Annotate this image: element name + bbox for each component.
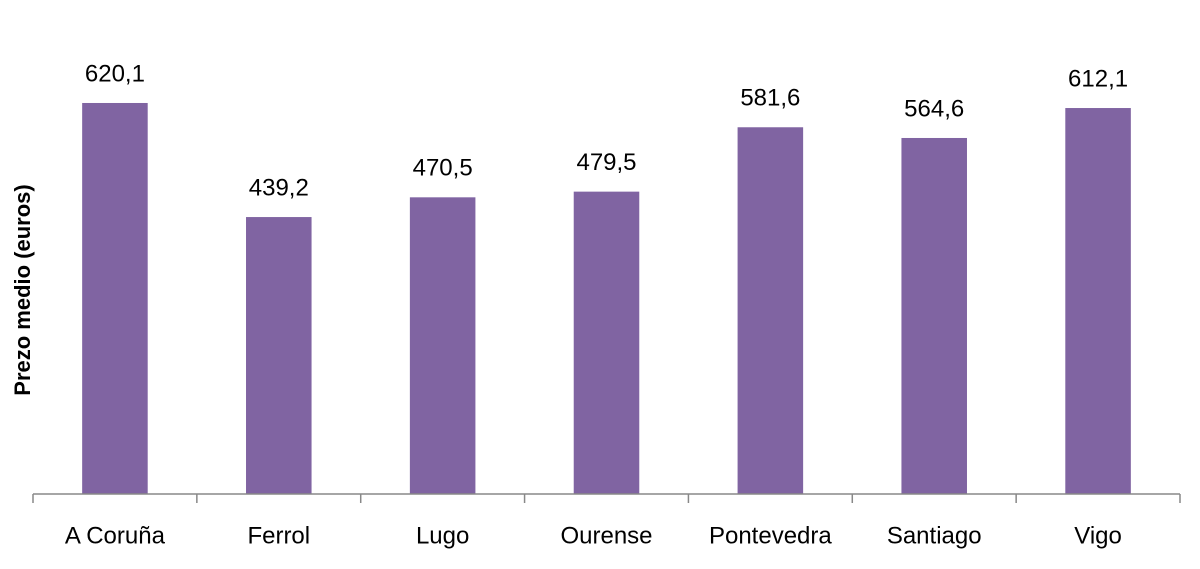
value-label: 612,1 xyxy=(1068,65,1128,92)
bar xyxy=(82,102,148,494)
x-tick-label: Lugo xyxy=(416,522,469,549)
x-tick-label: Vigo xyxy=(1074,522,1122,549)
bar xyxy=(737,127,804,495)
bar xyxy=(1065,108,1131,495)
value-label: 564,6 xyxy=(904,95,964,122)
value-label: 581,6 xyxy=(740,85,800,112)
bar xyxy=(901,137,967,494)
x-tick-label: Ourense xyxy=(560,522,652,549)
bar xyxy=(409,197,476,494)
y-axis-title: Prezo medio (euros) xyxy=(10,184,35,395)
x-tick-label: Santiago xyxy=(887,522,982,549)
x-tick-label: Pontevedra xyxy=(709,522,832,549)
bar xyxy=(573,191,640,495)
value-label: 620,1 xyxy=(85,60,145,87)
value-label: 470,5 xyxy=(413,155,473,182)
x-tick-label: Ferrol xyxy=(247,522,310,549)
value-label: 479,5 xyxy=(576,149,636,176)
x-tick-label: A Coruña xyxy=(65,522,166,549)
value-label: 439,2 xyxy=(249,174,309,201)
bar xyxy=(246,217,312,494)
